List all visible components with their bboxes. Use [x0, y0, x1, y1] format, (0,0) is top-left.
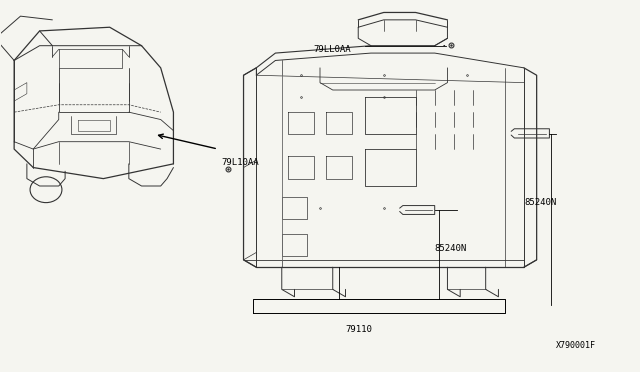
- Text: 79110: 79110: [346, 326, 372, 334]
- Text: X790001F: X790001F: [556, 341, 596, 350]
- Text: 85240N: 85240N: [435, 244, 467, 253]
- Text: 79LL0AA: 79LL0AA: [314, 45, 351, 54]
- Text: 79L10AA: 79L10AA: [221, 157, 259, 167]
- Text: 85240N: 85240N: [524, 198, 556, 207]
